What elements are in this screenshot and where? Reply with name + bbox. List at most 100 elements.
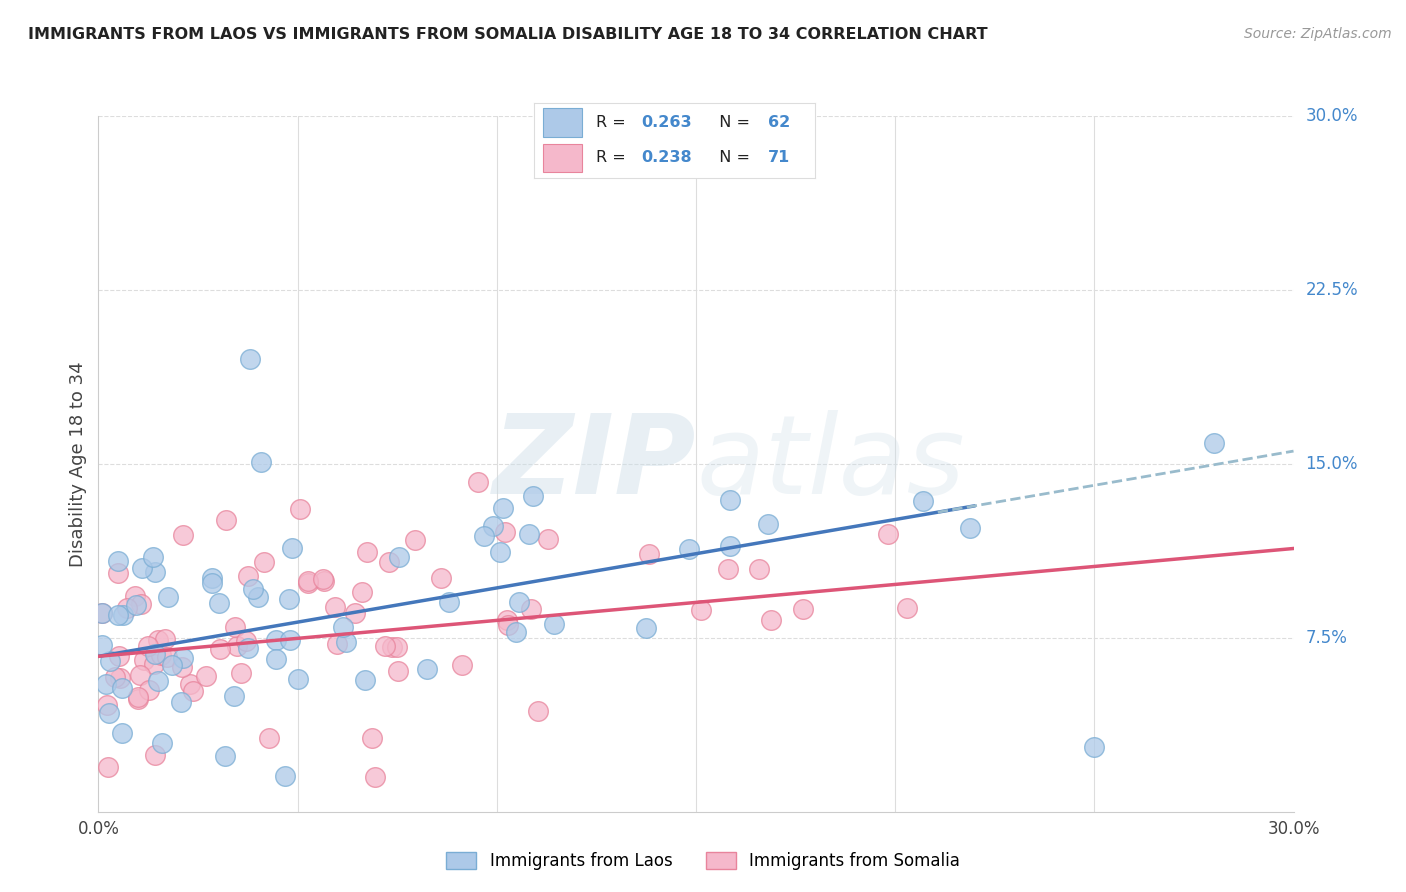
Point [388,549,411,564]
Point [247,590,270,604]
Point [91,606,114,620]
Point [153,632,176,647]
Point [225,640,247,654]
Point [209,642,232,657]
Point [156,650,179,665]
Point [160,657,183,672]
Point [111,726,134,740]
Point [311,572,333,586]
Point [97,759,120,773]
Point [143,657,166,672]
Text: atlas: atlas [696,410,965,517]
Point [335,635,357,649]
Text: N =: N = [709,115,755,130]
Point [472,529,495,543]
Point [91,606,114,620]
Point [280,632,302,647]
Point [508,595,530,609]
Point [266,651,288,665]
Point [756,517,779,532]
Point [143,748,166,763]
Text: IMMIGRANTS FROM LAOS VS IMMIGRANTS FROM SOMALIA DISABILITY AGE 18 TO 34 CORRELAT: IMMIGRANTS FROM LAOS VS IMMIGRANTS FROM … [28,27,988,42]
Point [1202,435,1225,450]
Point [543,616,565,631]
Point [195,669,218,683]
Point [152,736,174,750]
Point [264,633,287,648]
Text: ZIP: ZIP [492,410,696,517]
Point [343,606,366,620]
Point [229,665,252,680]
Point [201,575,224,590]
Point [117,601,139,615]
Point [208,596,231,610]
Point [136,639,159,653]
Point [124,598,146,612]
Point [111,608,134,623]
Point [250,455,273,469]
Point [381,640,404,655]
Point [278,591,301,606]
Point [467,475,489,489]
Point [179,677,201,691]
Point [235,634,257,648]
Point [111,681,134,695]
Point [323,600,346,615]
Point [354,673,377,687]
Point [98,654,121,668]
Point [634,621,657,635]
Point [912,494,935,508]
Point [536,532,558,546]
Point [332,620,354,634]
Text: 7.5%: 7.5% [1305,629,1347,647]
Point [280,541,302,556]
Point [363,770,385,784]
Point [222,689,245,703]
Point [214,748,236,763]
Text: N =: N = [709,151,755,165]
Point [522,489,544,503]
Point [148,633,170,648]
Point [238,640,260,655]
Point [224,620,246,634]
Point [492,500,515,515]
Point [297,574,319,589]
Point [239,352,262,367]
Text: Source: ZipAtlas.com: Source: ZipAtlas.com [1244,27,1392,41]
Point [494,525,516,540]
Y-axis label: Disability Age 18 to 34: Disability Age 18 to 34 [69,361,87,566]
Point [107,553,129,567]
Point [201,571,224,585]
Point [377,555,399,569]
Point [274,769,297,783]
Point [415,663,437,677]
Point [150,648,173,662]
Text: 15.0%: 15.0% [1305,455,1358,473]
Point [242,582,264,596]
Point [496,613,519,627]
Point [451,657,474,672]
Point [157,591,180,605]
Point [325,637,347,651]
Point [107,607,129,622]
Point [257,731,280,745]
Point [128,668,150,682]
Text: 0.238: 0.238 [641,151,692,165]
Point [748,562,770,576]
Point [170,660,193,674]
Point [374,639,396,653]
Point [356,544,378,558]
Point [91,638,114,652]
Point [720,493,742,508]
Point [761,613,783,627]
Point [312,574,335,589]
Point [638,548,661,562]
Point [505,624,527,639]
Text: R =: R = [596,151,631,165]
FancyBboxPatch shape [543,108,582,136]
Point [97,706,120,720]
Point [385,640,408,654]
Point [143,648,166,662]
Point [1083,739,1105,754]
Point [488,544,510,558]
